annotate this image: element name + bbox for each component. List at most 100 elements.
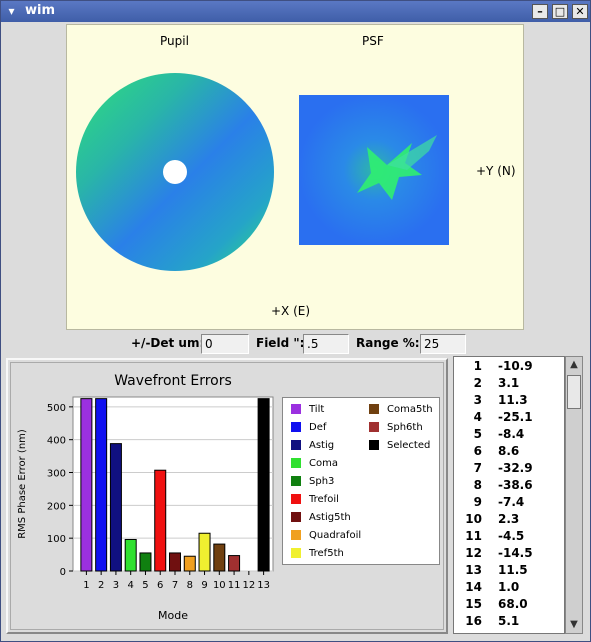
- mode-list[interactable]: 1 -10.9 2 3.1 3 11.3 4 -25.1 5 -8.4 6 8.6 7 -32.9 8 -38…: [453, 356, 565, 634]
- x-tick-label: 10: [213, 580, 226, 591]
- mode-value: 2.3: [498, 512, 520, 526]
- x-tick-label: 7: [172, 580, 178, 591]
- x-tick-label: 12: [242, 580, 255, 591]
- window-title: wim: [25, 3, 56, 18]
- det-label: +/-Det um:: [131, 336, 205, 350]
- mode-index: 9: [473, 495, 482, 509]
- legend-item: Tilt: [291, 404, 324, 418]
- close-button[interactable]: ✕: [572, 4, 588, 19]
- x-tick-label: 11: [228, 580, 241, 591]
- y-tick-label: 300: [47, 469, 66, 480]
- mode-index: 4: [473, 410, 482, 424]
- list-item[interactable]: 14 1.0: [454, 580, 564, 597]
- bar-mode-7: [169, 552, 181, 572]
- mode-value: -8.4: [498, 427, 525, 441]
- x-axis-title: Mode: [158, 609, 188, 622]
- legend-swatch: [291, 404, 301, 414]
- mode-index: 11: [465, 529, 482, 543]
- legend-swatch: [291, 422, 301, 432]
- psf-image: [299, 95, 449, 245]
- legend-swatch: [291, 458, 301, 468]
- list-item[interactable]: 15 68.0: [454, 597, 564, 614]
- x-tick-label: 3: [113, 580, 119, 591]
- optics-display: Pupil PSF +Y (N) +X (E): [66, 24, 524, 330]
- list-item[interactable]: 10 2.3: [454, 512, 564, 529]
- bar-mode-6: [154, 469, 167, 572]
- mode-value: -38.6: [498, 478, 533, 492]
- det-input[interactable]: 0: [201, 334, 249, 354]
- scroll-down-icon[interactable]: ▼: [570, 619, 578, 630]
- list-item[interactable]: 13 11.5: [454, 563, 564, 580]
- bar-mode-3: [109, 443, 122, 572]
- pupil-label: Pupil: [160, 34, 189, 48]
- list-item[interactable]: 9 -7.4: [454, 495, 564, 512]
- range-input[interactable]: 25: [420, 334, 466, 354]
- x-tick-label: 8: [187, 580, 193, 591]
- legend-swatch: [291, 494, 301, 504]
- mode-value: 11.3: [498, 393, 528, 407]
- scroll-up-icon[interactable]: ▲: [570, 359, 578, 370]
- legend-item: Trefoil: [291, 494, 339, 508]
- legend-label: Sph6th: [387, 422, 423, 433]
- bar-mode-11: [228, 555, 241, 572]
- y-tick-label: 500: [47, 403, 66, 414]
- list-item[interactable]: 5 -8.4: [454, 427, 564, 444]
- field-label: Field ":: [256, 336, 305, 350]
- bar-mode-5: [139, 552, 152, 572]
- list-item[interactable]: 8 -38.6: [454, 478, 564, 495]
- list-item[interactable]: 7 -32.9: [454, 461, 564, 478]
- mode-index: 16: [465, 614, 482, 628]
- mode-list-scrollbar[interactable]: ▲ ▼: [565, 356, 583, 634]
- bar-mode-10: [213, 543, 226, 572]
- list-item[interactable]: 4 -25.1: [454, 410, 564, 427]
- list-item[interactable]: 2 3.1: [454, 376, 564, 393]
- legend-item: Sph6th: [369, 422, 423, 436]
- bar-mode-13: [257, 398, 270, 572]
- legend-item: Selected: [369, 440, 430, 454]
- x-tick-label: 9: [201, 580, 207, 591]
- list-item[interactable]: 12 -14.5: [454, 546, 564, 563]
- legend-label: Astig: [309, 440, 335, 451]
- legend-swatch: [291, 476, 301, 486]
- scroll-thumb[interactable]: [567, 375, 581, 409]
- mode-value: -7.4: [498, 495, 525, 509]
- window-menu-icon[interactable]: ▾: [8, 4, 15, 18]
- y-tick-label: 0: [60, 567, 66, 578]
- range-label: Range %:: [356, 336, 420, 350]
- x-tick-label: 4: [128, 580, 134, 591]
- x-tick-label: 13: [257, 580, 270, 591]
- x-tick-label: 1: [83, 580, 89, 591]
- list-item[interactable]: 11 -4.5: [454, 529, 564, 546]
- y-tick-label: 100: [47, 534, 66, 545]
- legend-label: Astig5th: [309, 512, 351, 523]
- minimize-button[interactable]: –: [532, 4, 548, 19]
- y-tick-label: 400: [47, 436, 66, 447]
- legend-item: Coma5th: [369, 404, 433, 418]
- legend-label: Tref5th: [309, 548, 344, 559]
- mode-index: 8: [473, 478, 482, 492]
- title-bar[interactable]: ▾ wim – □ ✕: [1, 1, 590, 22]
- x-tick-label: 5: [142, 580, 148, 591]
- legend-item: Astig: [291, 440, 334, 454]
- legend-item: Coma: [291, 458, 338, 472]
- y-tick-label: 200: [47, 501, 66, 512]
- bar-mode-1: [80, 398, 93, 572]
- list-item[interactable]: 3 11.3: [454, 393, 564, 410]
- legend-swatch: [291, 440, 301, 450]
- legend-swatch: [291, 548, 301, 558]
- x-axis-label: +X (E): [271, 304, 311, 318]
- mode-value: 8.6: [498, 444, 520, 458]
- list-item[interactable]: 6 8.6: [454, 444, 564, 461]
- y-axis-title: RMS Phase Error (nm): [17, 429, 28, 539]
- legend-item: Quadrafoil: [291, 530, 361, 544]
- y-axis-label: +Y (N): [476, 164, 516, 178]
- legend-label: Tilt: [309, 404, 325, 415]
- legend-label: Def: [309, 422, 327, 433]
- pupil-image: [76, 73, 274, 271]
- chart-title: Wavefront Errors: [114, 373, 232, 389]
- legend-swatch: [291, 512, 301, 522]
- list-item[interactable]: 1 -10.9: [454, 359, 564, 376]
- list-item[interactable]: 16 5.1: [454, 614, 564, 631]
- maximize-button[interactable]: □: [552, 4, 568, 19]
- field-input[interactable]: .5: [303, 334, 349, 354]
